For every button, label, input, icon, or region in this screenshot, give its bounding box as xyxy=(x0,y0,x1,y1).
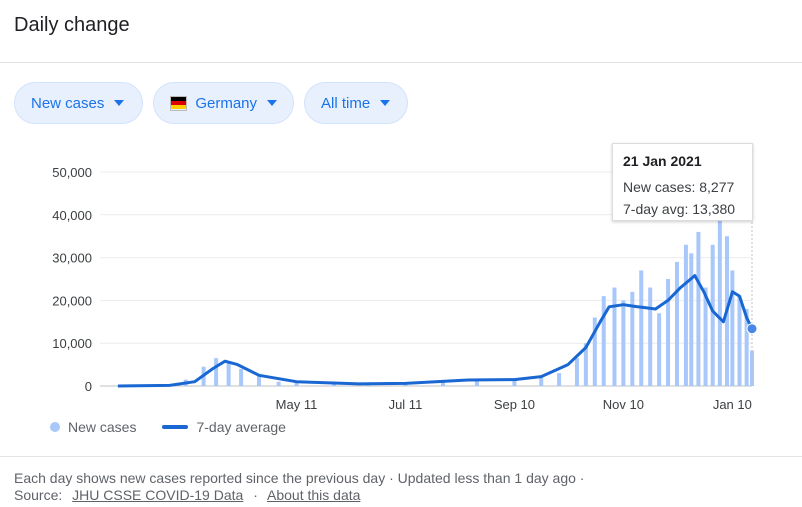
bar xyxy=(621,300,626,386)
x-tick-label: Jan 10 xyxy=(713,397,752,412)
range-dropdown-label: All time xyxy=(321,94,371,112)
metric-dropdown[interactable]: New cases xyxy=(14,82,143,124)
bar xyxy=(256,376,261,386)
y-tick-label: 40,000 xyxy=(52,208,92,223)
x-tick-label: May 11 xyxy=(276,397,318,412)
y-tick-label: 20,000 xyxy=(52,293,92,308)
bar xyxy=(294,382,299,386)
bar xyxy=(574,358,579,386)
range-dropdown[interactable]: All time xyxy=(304,82,408,124)
avg-line xyxy=(117,274,754,388)
source-link[interactable]: JHU CSSE COVID-19 Data xyxy=(72,487,244,503)
bar xyxy=(440,382,445,386)
x-tick-label: Nov 10 xyxy=(603,397,644,412)
footer-note: Each day shows new cases reported since … xyxy=(14,470,585,486)
bar xyxy=(750,350,754,386)
tooltip-avg: 7-day avg: 13,380 xyxy=(623,201,736,217)
x-tick-label: Sep 10 xyxy=(494,397,535,412)
legend-avg-swatch xyxy=(162,425,189,429)
bar xyxy=(226,362,231,386)
metric-dropdown-label: New cases xyxy=(31,94,105,112)
y-tick-label: 10,000 xyxy=(52,336,92,351)
bar xyxy=(674,261,679,386)
bar xyxy=(276,381,281,386)
bar xyxy=(710,244,715,386)
footer-source: Source: JHU CSSE COVID-19 Data · About t… xyxy=(14,487,360,503)
bar xyxy=(737,296,742,386)
bar xyxy=(474,380,479,386)
bar xyxy=(332,383,337,386)
page-title: Daily change xyxy=(14,14,130,36)
country-dropdown-label: Germany xyxy=(195,94,257,112)
header-divider xyxy=(0,62,802,63)
chart-legend: New cases 7-day average xyxy=(50,419,286,435)
bar xyxy=(744,308,749,386)
bar xyxy=(666,279,671,386)
bar xyxy=(539,377,544,386)
footer-divider xyxy=(0,456,802,457)
legend-new-cases-swatch xyxy=(50,422,60,432)
chevron-down-icon xyxy=(380,100,391,106)
hover-point xyxy=(746,323,758,335)
bar xyxy=(557,373,562,386)
legend-avg-label: 7-day average xyxy=(196,419,286,435)
bar xyxy=(601,296,606,386)
footer-separator: · xyxy=(253,487,258,503)
bar xyxy=(512,379,517,386)
chevron-down-icon xyxy=(267,100,277,106)
tooltip-new-cases: New cases: 8,277 xyxy=(623,179,735,195)
country-dropdown[interactable]: Germany xyxy=(153,82,294,124)
x-tick-label: Jul 11 xyxy=(389,397,423,412)
bar xyxy=(703,287,708,386)
bar xyxy=(696,231,701,386)
bar xyxy=(612,287,617,386)
bar xyxy=(689,253,694,386)
about-data-link[interactable]: About this data xyxy=(267,487,361,503)
bar xyxy=(214,358,219,386)
bar xyxy=(239,368,244,386)
bar xyxy=(639,270,644,386)
chart-tooltip: 21 Jan 2021 New cases: 8,277 7-day avg: … xyxy=(612,143,753,221)
bar xyxy=(657,313,662,386)
bar xyxy=(592,317,597,386)
chevron-down-icon xyxy=(114,100,125,106)
bar xyxy=(717,214,722,386)
germany-flag-icon xyxy=(170,95,188,111)
daily-change-chart[interactable]: 50,000 40,000 30,000 20,000 10,000 0 May 11 Jul… xyxy=(0,130,802,415)
bar xyxy=(648,287,653,386)
y-tick-label: 30,000 xyxy=(52,251,92,266)
bar xyxy=(730,270,735,386)
bar xyxy=(683,244,688,386)
y-tick-label: 0 xyxy=(85,379,92,394)
y-tick-label: 50,000 xyxy=(52,165,92,180)
tooltip-date: 21 Jan 2021 xyxy=(623,153,702,169)
bar xyxy=(630,291,635,386)
bar xyxy=(583,343,588,386)
source-label: Source: xyxy=(14,487,63,503)
legend-new-cases-label: New cases xyxy=(68,419,137,435)
